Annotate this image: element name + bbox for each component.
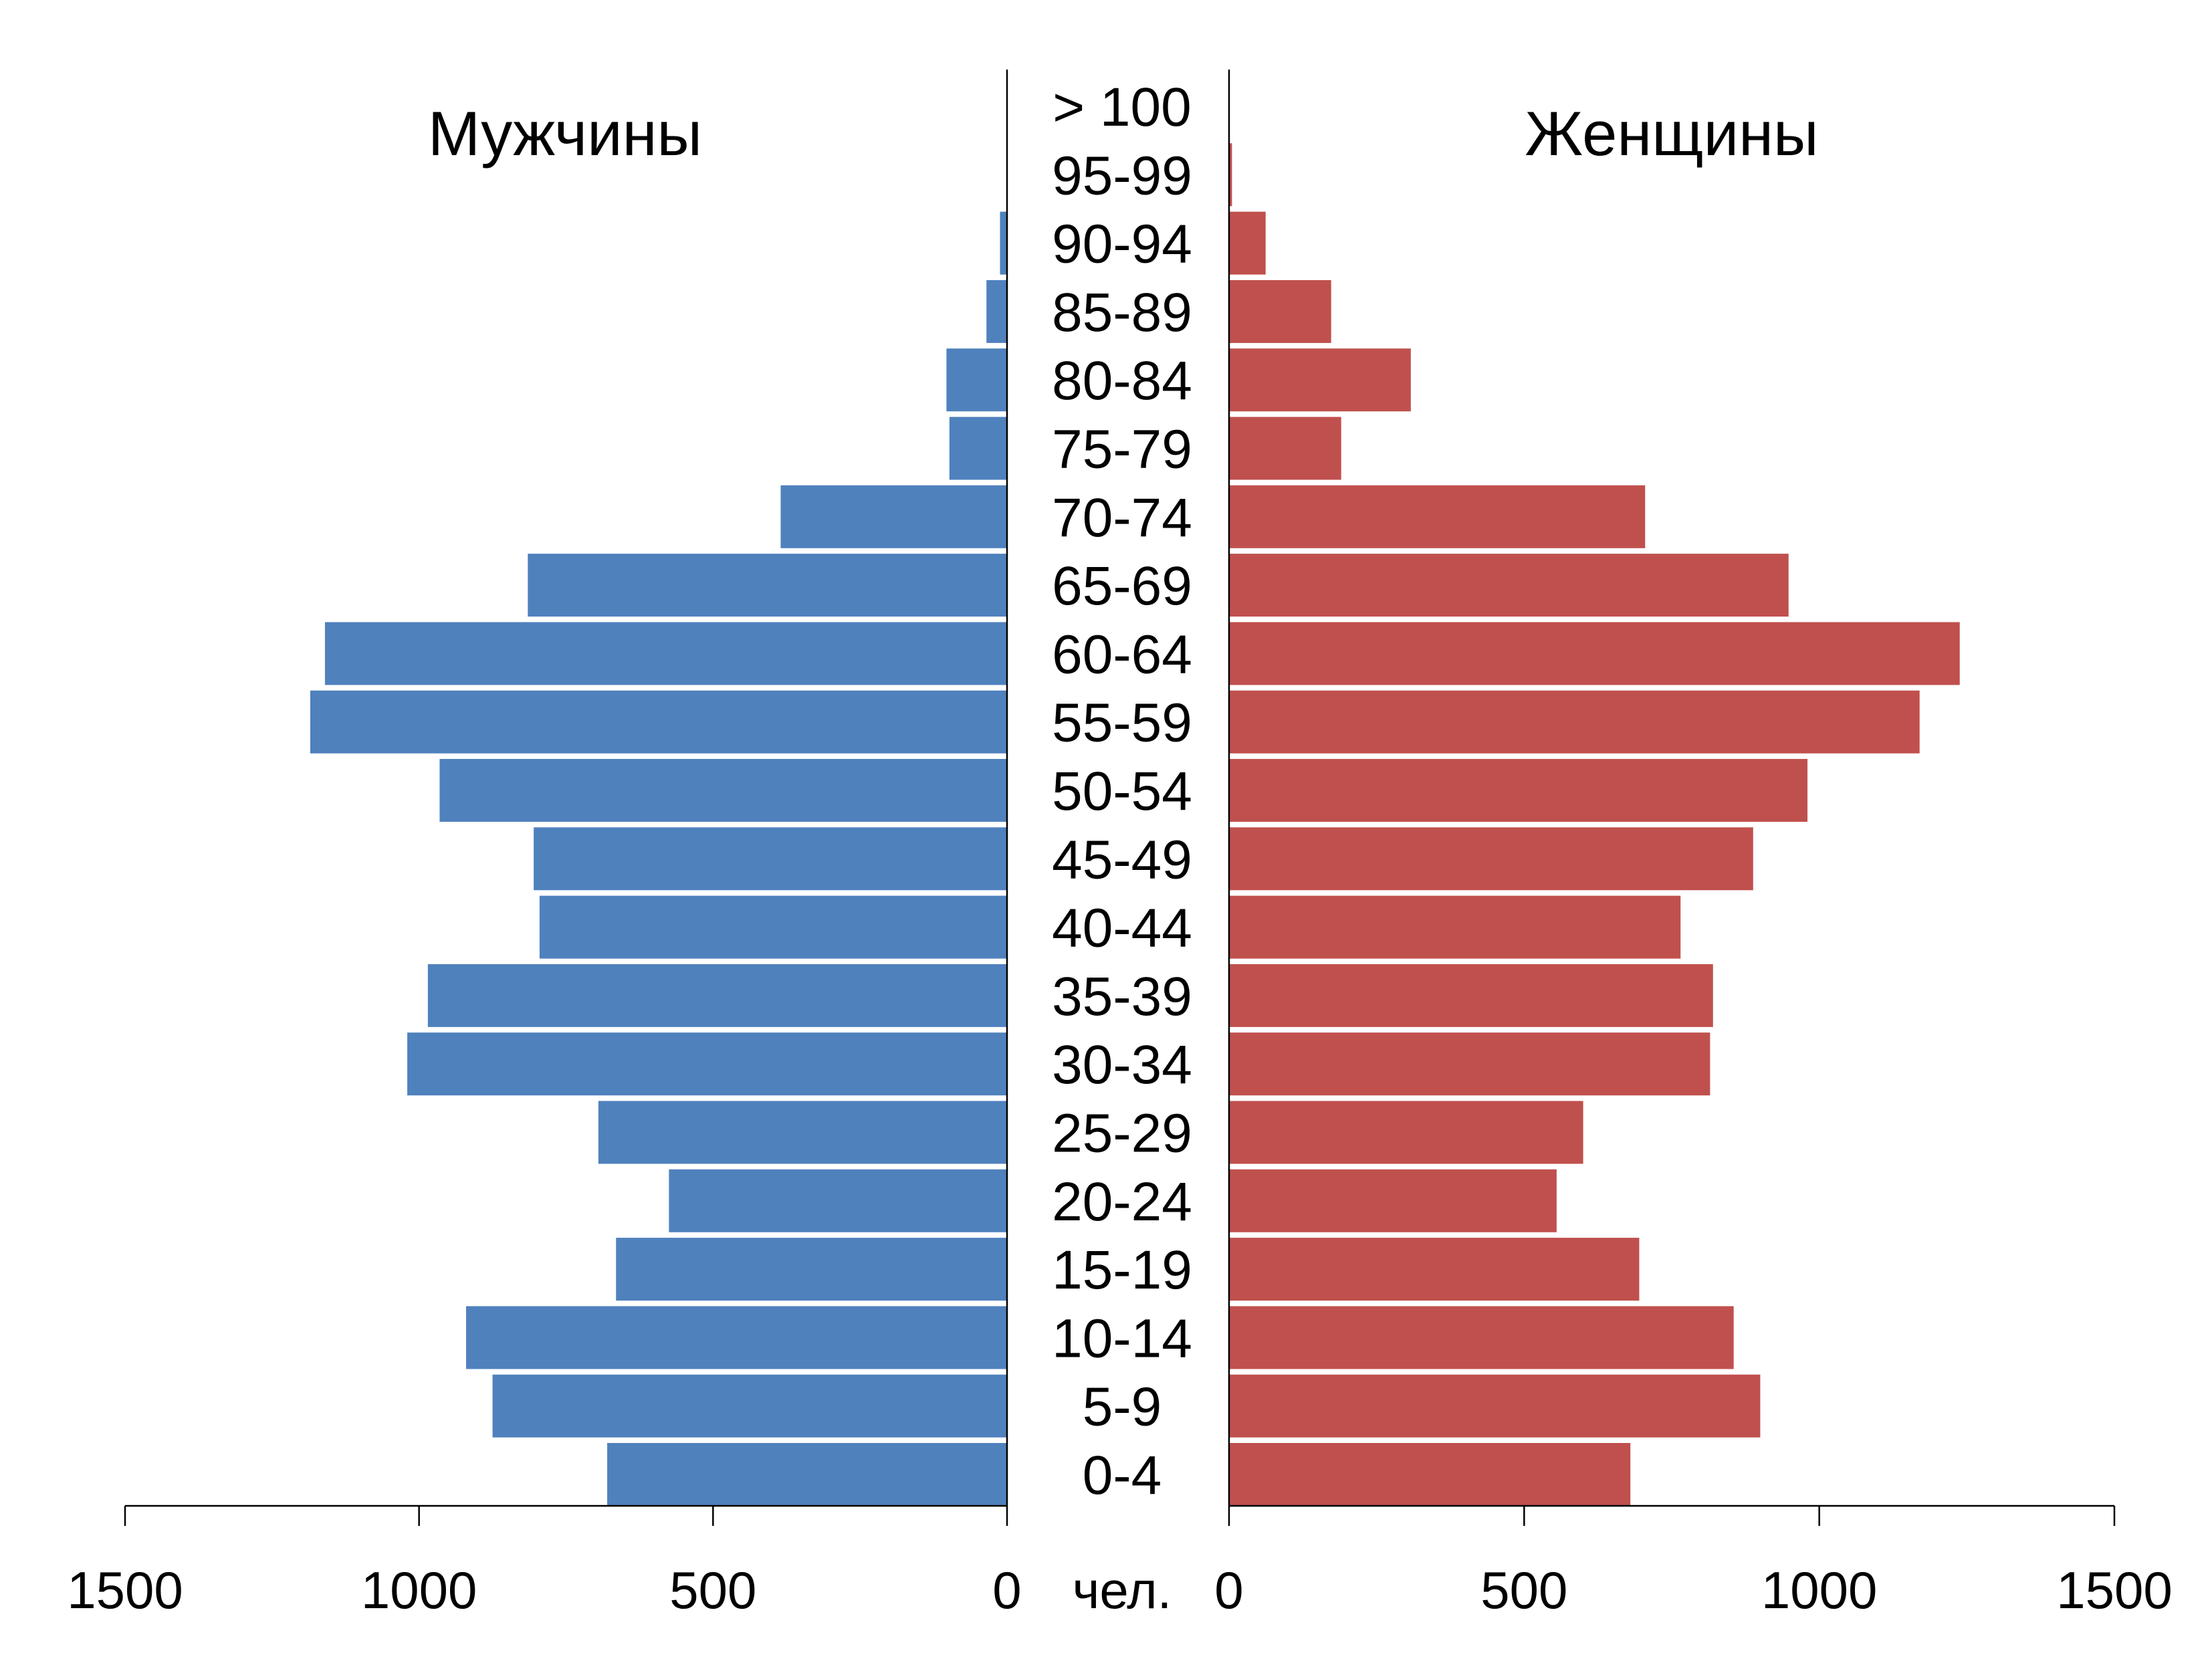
- right-tick-label-1000: 1000: [1761, 1561, 1878, 1620]
- age-label-30-34: 30-34: [1052, 1034, 1192, 1095]
- women-bar-45-49: [1229, 827, 1753, 891]
- men-bar-30-34: [407, 1032, 1007, 1096]
- age-label-90-94: 90-94: [1052, 214, 1192, 275]
- age-label-35-39: 35-39: [1052, 966, 1192, 1027]
- men-bar-80-84: [946, 348, 1007, 412]
- women-bar-5-9: [1229, 1374, 1761, 1438]
- right-tick-label-1500: 1500: [2056, 1561, 2173, 1620]
- age-label-75-79: 75-79: [1052, 419, 1192, 480]
- age-label-0-4: 0-4: [1083, 1445, 1162, 1506]
- men-bar-65-69: [528, 554, 1007, 617]
- men-bar-45-49: [534, 827, 1007, 891]
- women-bar-70-74: [1229, 485, 1646, 548]
- men-bar-25-29: [598, 1101, 1007, 1164]
- women-bar-25-29: [1229, 1101, 1583, 1164]
- age-label-80-84: 80-84: [1052, 350, 1192, 411]
- men-bar-85-89: [986, 280, 1007, 343]
- age-label-40-44: 40-44: [1052, 898, 1192, 959]
- men-bars: [310, 211, 1007, 1506]
- age-label-5-9: 5-9: [1083, 1377, 1162, 1438]
- women-bar-10-14: [1229, 1306, 1734, 1369]
- women-bar-55-59: [1229, 690, 1920, 754]
- women-bar-75-79: [1229, 417, 1341, 480]
- age-label-65-69: 65-69: [1052, 556, 1192, 617]
- age-label-50-54: 50-54: [1052, 761, 1192, 822]
- men-bar-60-64: [324, 622, 1007, 685]
- women-bar-30-34: [1229, 1032, 1710, 1096]
- women-bars: [1229, 143, 1960, 1506]
- men-series-title: Мужчины: [428, 98, 702, 169]
- left-tick-label-1000: 1000: [361, 1561, 477, 1620]
- unit-label: чел.: [1073, 1561, 1172, 1620]
- age-label-15-19: 15-19: [1052, 1240, 1192, 1301]
- men-bar-10-14: [466, 1306, 1007, 1369]
- women-bar-0-4: [1229, 1443, 1631, 1506]
- men-bar-5-9: [492, 1374, 1007, 1438]
- women-bar-20-24: [1229, 1169, 1557, 1232]
- men-bar-40-44: [539, 895, 1007, 959]
- women-bar-60-64: [1229, 622, 1960, 685]
- women-series-title: Женщины: [1525, 98, 1818, 169]
- men-bar-15-19: [616, 1238, 1007, 1301]
- age-label-55-59: 55-59: [1052, 693, 1192, 754]
- age-label-60-64: 60-64: [1052, 624, 1192, 685]
- age-label-70-74: 70-74: [1052, 487, 1192, 548]
- age-label-10-14: 10-14: [1052, 1308, 1192, 1369]
- age-label-20-24: 20-24: [1052, 1172, 1192, 1232]
- women-bar-50-54: [1229, 759, 1808, 822]
- men-bar-0-4: [607, 1443, 1007, 1506]
- men-bar-75-79: [949, 417, 1007, 480]
- men-bar-50-54: [439, 759, 1007, 822]
- men-bar-35-39: [427, 964, 1007, 1027]
- age-group-labels: 0-4 5-9 10-14 15-19 20-24 25-29 30-34 35-39 40-4…: [1052, 77, 1192, 1506]
- men-bar-90-94: [1000, 211, 1007, 275]
- age-label-85-89: 85-89: [1052, 282, 1192, 343]
- age-label-25-29: 25-29: [1052, 1103, 1192, 1164]
- right-tick-label-500: 500: [1480, 1561, 1567, 1620]
- women-bar-85-89: [1229, 280, 1331, 343]
- men-bar-20-24: [669, 1169, 1007, 1232]
- age-label-95-99: 95-99: [1052, 145, 1192, 206]
- women-bar-65-69: [1229, 554, 1789, 617]
- women-bar-35-39: [1229, 964, 1713, 1027]
- men-bar-55-59: [310, 690, 1007, 754]
- age-label-45-49: 45-49: [1052, 829, 1192, 890]
- women-bar-95-99: [1229, 143, 1232, 207]
- women-bar-80-84: [1229, 348, 1411, 412]
- men-bar-70-74: [780, 485, 1007, 548]
- right-tick-label-0: 0: [1214, 1561, 1243, 1620]
- left-tick-label-1500: 1500: [67, 1561, 183, 1620]
- x-axes: 1500 1000 500 0 0 500 1000 1500: [67, 70, 2173, 1620]
- women-bar-40-44: [1229, 895, 1681, 959]
- left-tick-label-0: 0: [992, 1561, 1021, 1620]
- women-bar-90-94: [1229, 211, 1266, 275]
- left-tick-label-500: 500: [669, 1561, 756, 1620]
- age-label-100: > 100: [1053, 77, 1191, 138]
- women-bar-15-19: [1229, 1238, 1640, 1301]
